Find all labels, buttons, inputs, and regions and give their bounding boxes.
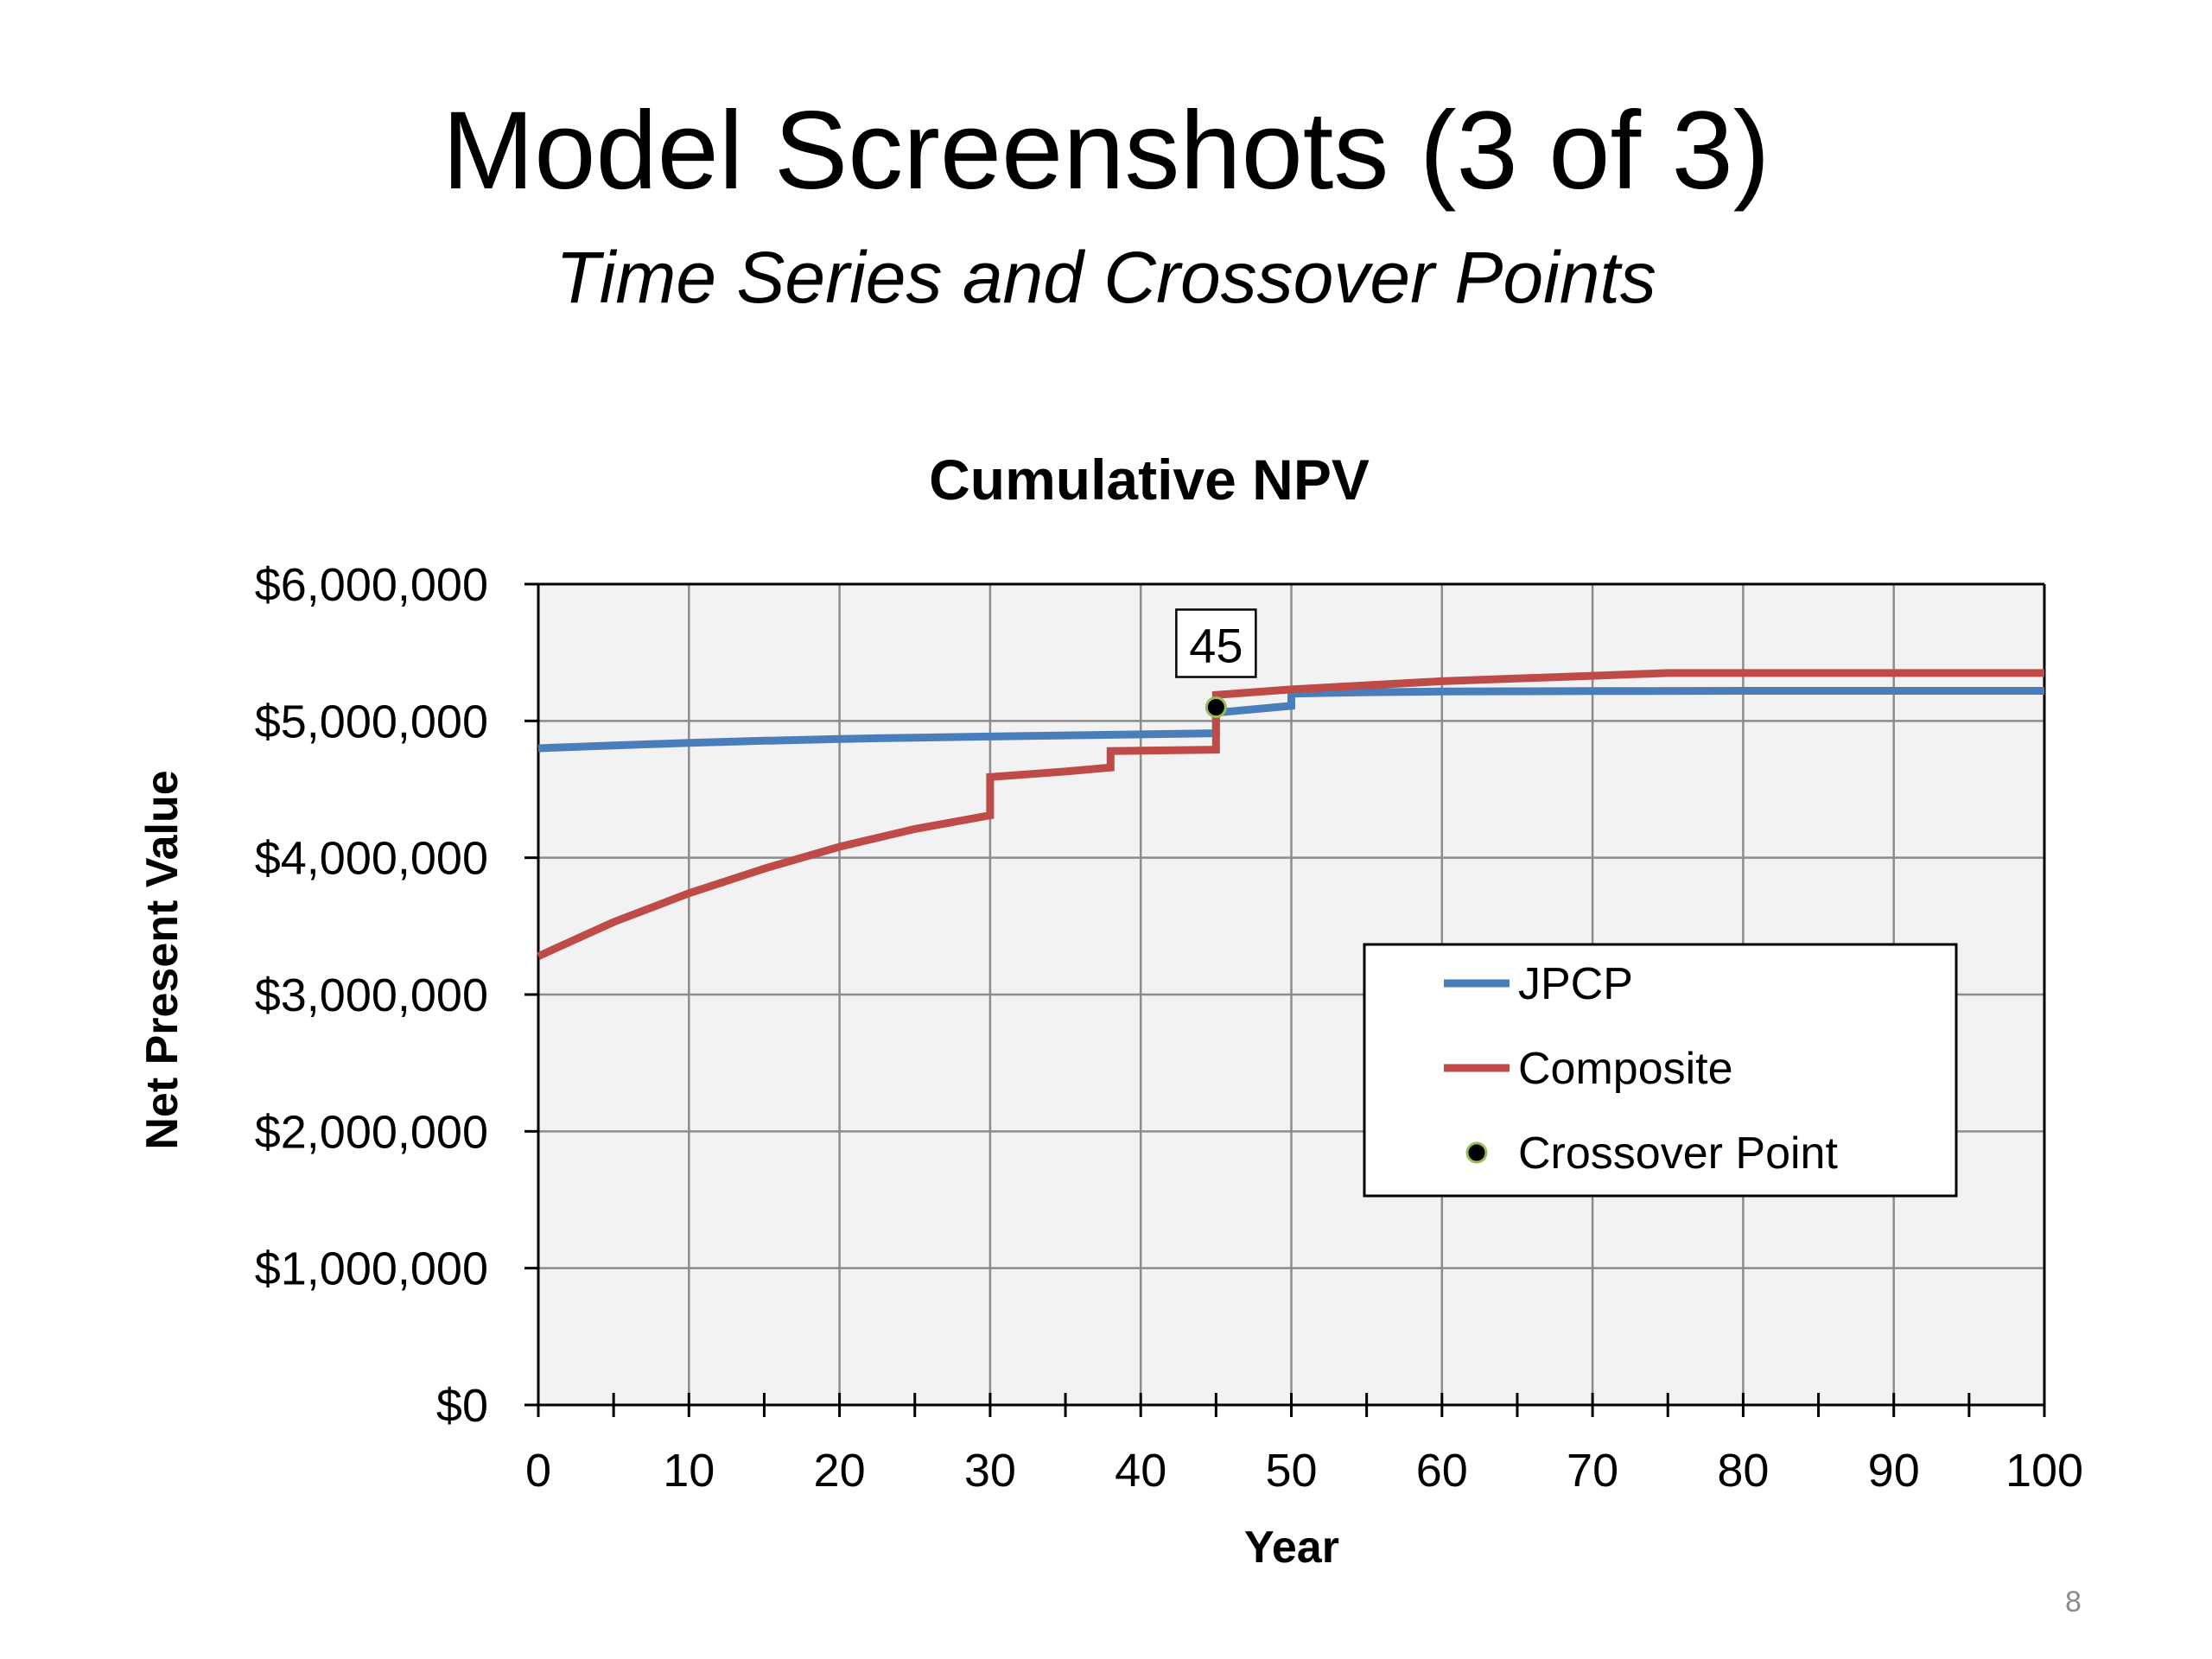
series-lines bbox=[537, 669, 2044, 960]
legend-label: Crossover Point bbox=[1518, 1128, 1838, 1179]
y-axis-title: Net Present Value bbox=[137, 770, 188, 1149]
x-tick-label: 40 bbox=[1115, 1445, 1166, 1497]
y-tick-label: $2,000,000 bbox=[255, 1106, 488, 1158]
legend-swatch-crossover bbox=[1465, 1141, 1488, 1164]
crossover-label: 45 bbox=[1189, 619, 1243, 673]
y-tick-label: $1,000,000 bbox=[255, 1243, 488, 1295]
page-number: 8 bbox=[2065, 1586, 2082, 1618]
annotations: 45 bbox=[1175, 608, 1257, 718]
x-tick-label: 90 bbox=[1868, 1445, 1920, 1497]
y-tick-label: $3,000,000 bbox=[255, 969, 488, 1021]
x-tick-label: 60 bbox=[1416, 1445, 1468, 1497]
y-tick-label: $5,000,000 bbox=[255, 696, 488, 747]
legend-label: Composite bbox=[1518, 1044, 1733, 1094]
x-tick-label: 80 bbox=[1717, 1445, 1769, 1497]
legend: JPCP Composite Crossover Point bbox=[1363, 943, 1958, 1198]
y-tick-label: $6,000,000 bbox=[255, 559, 488, 611]
axes: $0 $1,000,000 $2,000,000 $3,000,000 $4,000,0… bbox=[255, 559, 2083, 1497]
y-tick-label: $4,000,000 bbox=[255, 833, 488, 885]
x-tick-label: 100 bbox=[2005, 1445, 2083, 1497]
x-tick-label: 70 bbox=[1567, 1445, 1618, 1497]
slide-title: Model Screenshots (3 of 3) bbox=[442, 89, 1770, 213]
legend-label: JPCP bbox=[1518, 959, 1633, 1009]
x-tick-label: 50 bbox=[1265, 1445, 1317, 1497]
crossover-label-box bbox=[1175, 608, 1257, 678]
series-line-composite bbox=[537, 669, 2044, 960]
chart-title: Cumulative NPV bbox=[929, 448, 1370, 512]
x-axis-title: Year bbox=[1244, 1522, 1339, 1573]
y-tick-label: $0 bbox=[436, 1380, 488, 1432]
x-tick-label: 10 bbox=[663, 1445, 715, 1497]
slide-subtitle: Time Series and Crossover Points bbox=[556, 237, 1656, 318]
x-tick-label: 0 bbox=[525, 1445, 551, 1497]
x-tick-label: 30 bbox=[964, 1445, 1016, 1497]
crossover-point-marker bbox=[1205, 696, 1227, 718]
x-tick-label: 20 bbox=[814, 1445, 866, 1497]
